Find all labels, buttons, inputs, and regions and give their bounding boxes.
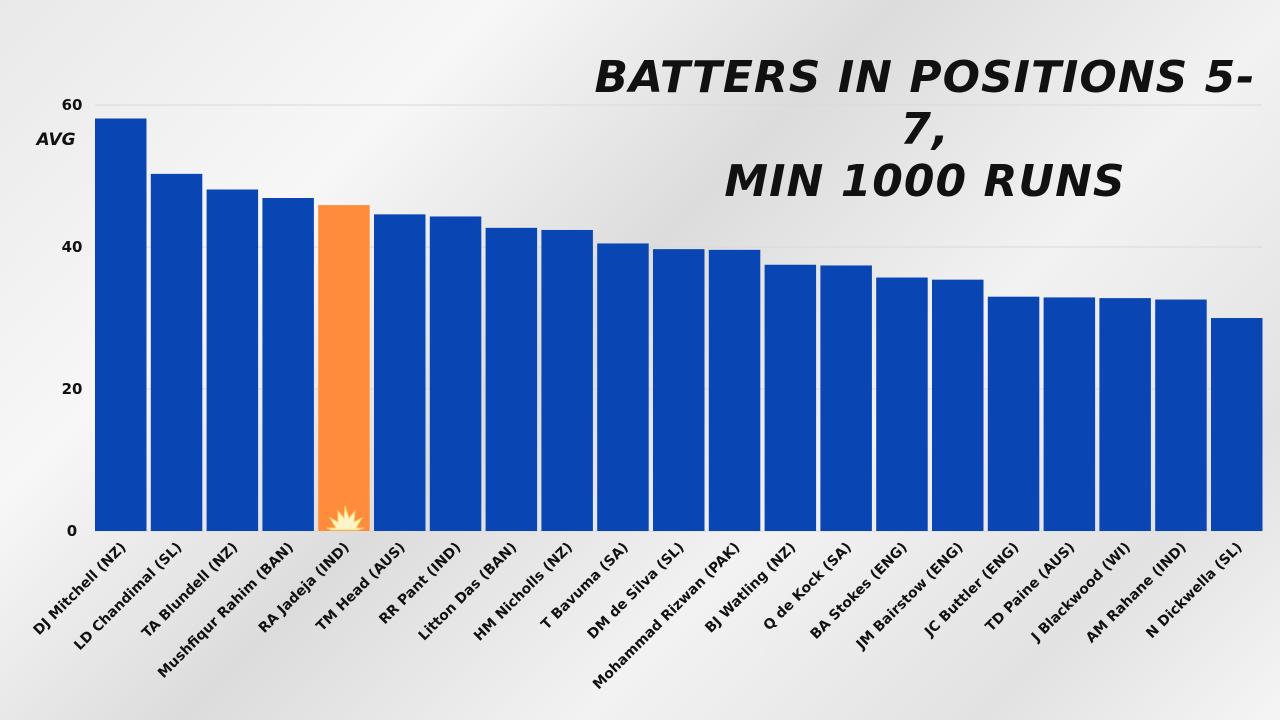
- bar-am-rahane-ind: [1155, 299, 1207, 531]
- x-tick-label: JM Bairstow (ENG): [853, 540, 967, 654]
- bar-ld-chandimal-sl: [150, 173, 203, 531]
- bar-dm-de-silva-sl: [653, 249, 705, 531]
- bar-ba-stokes-eng: [876, 277, 928, 531]
- x-tick-label: DJ Mitchell (NZ): [31, 540, 130, 639]
- y-tick-label: 40: [62, 238, 83, 256]
- bar-j-blackwood-wi: [1099, 298, 1151, 531]
- bar-n-dickwella-sl: [1211, 318, 1263, 531]
- x-tick-label: BA Stokes (ENG): [808, 540, 911, 643]
- x-axis-labels: DJ Mitchell (NZ)LD Chandimal (SL)TA Blun…: [31, 540, 1246, 693]
- y-tick-label: 60: [62, 96, 83, 114]
- y-axis-ticks: 0 20 40 60: [62, 96, 83, 540]
- x-tick-label: DM de Silva (SL): [585, 540, 688, 643]
- chart-title-line-1: BATTERS IN POSITIONS 5-7,: [594, 52, 1256, 155]
- bar-t-bavuma-sa: [597, 243, 649, 531]
- y-tick-label: 20: [62, 380, 83, 398]
- bars: [95, 118, 1263, 532]
- x-tick-label: J Blackwood (WI): [1028, 540, 1134, 646]
- bar-td-paine-aus: [1043, 297, 1096, 531]
- bar-jc-buttler-eng: [987, 296, 1040, 531]
- x-tick-label: Litton Das (BAN): [416, 540, 521, 645]
- x-tick-label: AM Rahane (IND): [1083, 540, 1190, 647]
- bar-jm-bairstow-eng: [932, 279, 984, 531]
- bar-rr-pant-ind: [429, 216, 482, 531]
- bar-q-de-kock-sa: [820, 265, 872, 531]
- y-tick-label: 0: [67, 522, 77, 540]
- bar-dj-mitchell-nz: [95, 118, 147, 532]
- chart-title-line-2: MIN 1000 RUNS: [724, 156, 1126, 207]
- bar-bj-watling-nz: [764, 264, 817, 531]
- x-tick-label: JC Buttler (ENG): [921, 540, 1022, 641]
- bar-mushfiqur-rahim-ban: [262, 198, 314, 531]
- flame-icon: [326, 505, 365, 531]
- x-tick-label: N Dickwella (SL): [1143, 540, 1245, 642]
- y-axis-title: AVG: [34, 130, 75, 150]
- bar-ra-jadeja-ind: [318, 205, 370, 532]
- bar-litton-das-ban: [485, 227, 538, 531]
- bar-tm-head-aus: [374, 214, 426, 531]
- bar-mohammad-rizwan-pak: [708, 249, 761, 531]
- x-tick-label: HM Nicholls (NZ): [471, 540, 576, 645]
- bar-hm-nicholls-nz: [541, 229, 593, 531]
- bar-ta-blundell-nz: [206, 189, 259, 532]
- x-tick-label: LD Chandimal (SL): [71, 540, 185, 654]
- x-tick-label: TA Blundell (NZ): [139, 540, 241, 642]
- chart-title: BATTERS IN POSITIONS 5-7, MIN 1000 RUNS: [590, 52, 1260, 208]
